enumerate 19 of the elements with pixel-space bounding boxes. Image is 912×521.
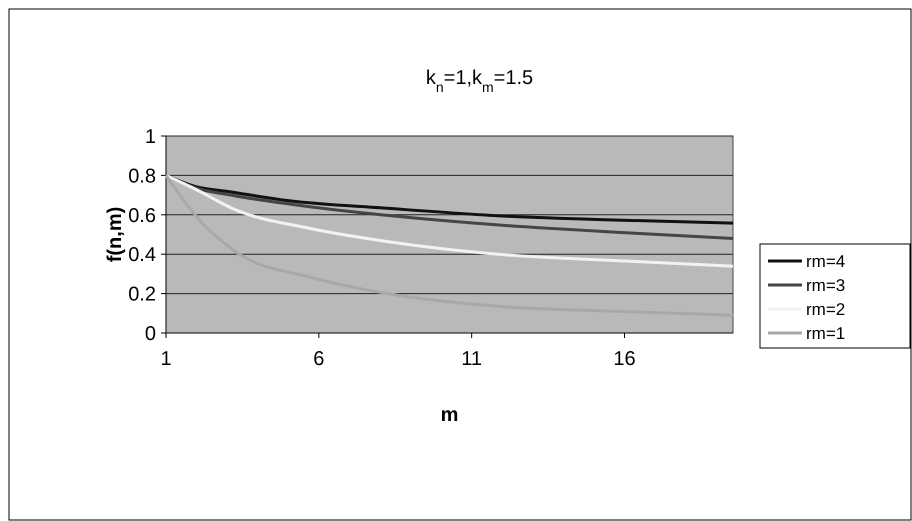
y-tick-label: 0.6 — [128, 204, 156, 227]
y-axis-title: f(n,m) — [104, 206, 126, 262]
line-series — [164, 174, 734, 317]
y-tick-label: 0 — [144, 323, 156, 345]
legend-label: rm=2 — [806, 300, 846, 319]
y-tick-label: 0.4 — [128, 244, 156, 266]
y-tick-label: 1 — [144, 126, 156, 148]
x-axis-title: m — [440, 404, 458, 426]
y-tick-label: 0.8 — [128, 165, 156, 188]
x-tick-label: 6 — [313, 348, 324, 370]
x-tick-label: 16 — [613, 348, 636, 370]
legend-label: rm=4 — [806, 252, 846, 271]
legend-label: rm=1 — [806, 324, 846, 343]
x-tick-label: 11 — [461, 348, 482, 370]
y-tick-label: 0.2 — [128, 284, 156, 306]
legend-label: rm=3 — [806, 276, 846, 295]
x-tick-label: 1 — [160, 348, 172, 370]
line-series — [164, 174, 734, 268]
chart-title: k$_{n}$=1,k$_{m}$=1.5 — [426, 67, 534, 95]
